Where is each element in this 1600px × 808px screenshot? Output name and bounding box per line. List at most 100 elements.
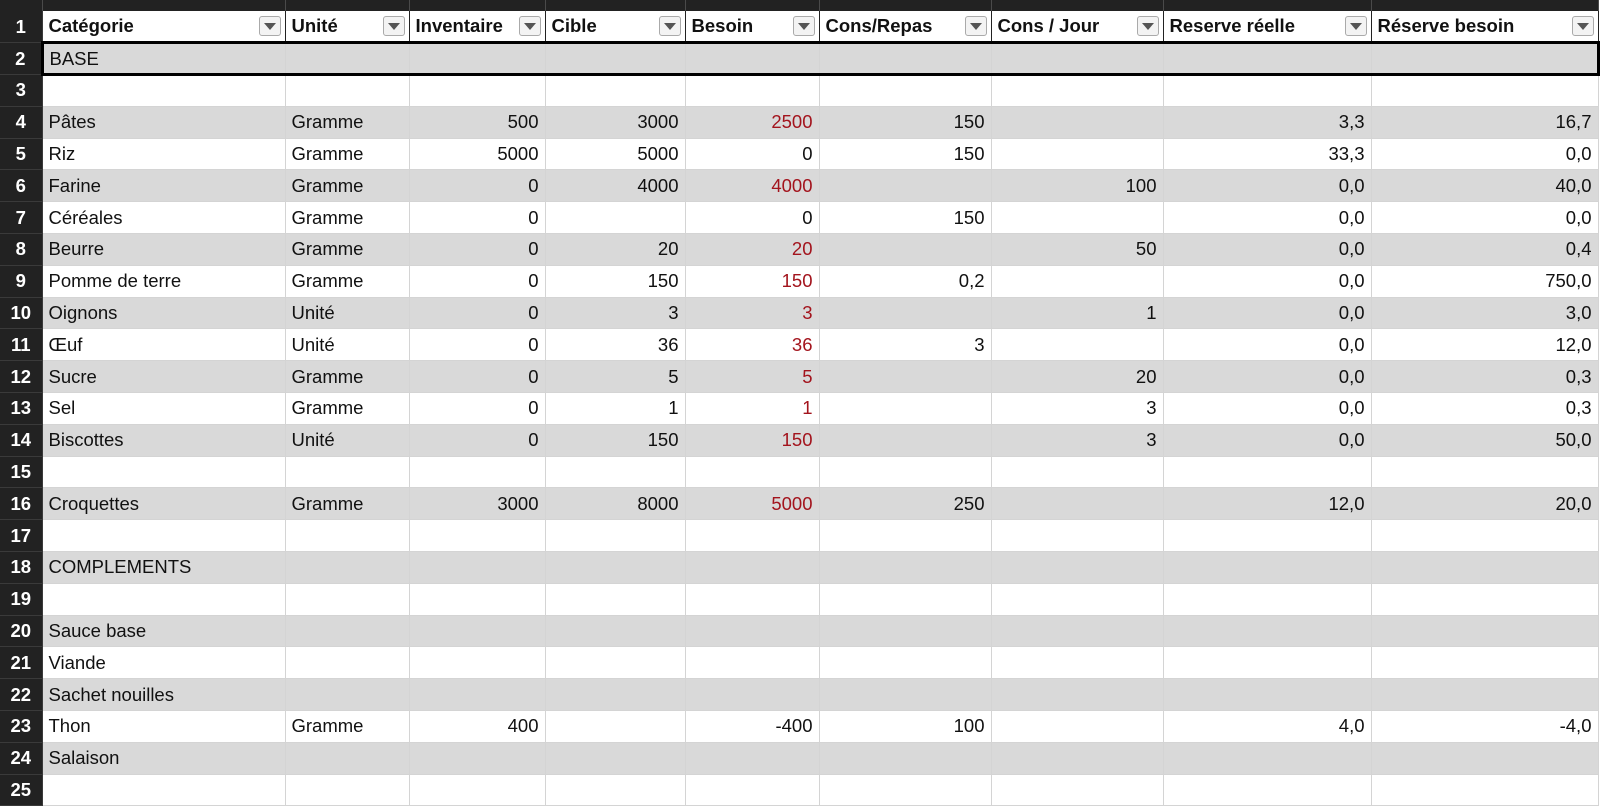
column-letter-cell[interactable]	[1163, 0, 1372, 11]
table-cell[interactable]: Gramme	[285, 138, 410, 171]
table-cell[interactable]: 0,0	[1163, 360, 1372, 394]
table-cell[interactable]	[819, 424, 992, 457]
filter-dropdown-icon[interactable]	[1136, 16, 1159, 36]
table-cell[interactable]: Pâtes	[42, 106, 286, 139]
table-cell[interactable]: COMPLEMENTS	[42, 551, 286, 584]
table-cell[interactable]: 8000	[545, 487, 686, 521]
table-cell[interactable]: 0	[685, 201, 820, 235]
table-cell[interactable]: 0	[409, 360, 546, 394]
table-cell[interactable]: 0,3	[1371, 360, 1599, 394]
table-cell[interactable]: Unité	[285, 297, 410, 330]
table-cell[interactable]	[685, 456, 820, 489]
table-cell[interactable]: 2500	[685, 106, 820, 139]
table-cell[interactable]	[991, 328, 1164, 362]
row-number[interactable]: 17	[0, 519, 43, 553]
table-cell[interactable]: 4000	[685, 169, 820, 203]
table-cell[interactable]	[1163, 456, 1372, 489]
table-cell[interactable]	[285, 615, 410, 648]
table-cell[interactable]: 0,4	[1371, 233, 1599, 266]
table-cell[interactable]	[819, 519, 992, 553]
table-cell[interactable]	[819, 551, 992, 584]
row-number[interactable]: 6	[0, 169, 43, 203]
filter-dropdown-icon[interactable]	[1344, 16, 1367, 36]
table-cell[interactable]	[285, 678, 410, 712]
table-cell[interactable]	[819, 360, 992, 394]
table-cell[interactable]	[819, 646, 992, 680]
table-cell[interactable]	[991, 710, 1164, 743]
table-cell[interactable]	[285, 583, 410, 616]
table-cell[interactable]	[991, 646, 1164, 680]
table-cell[interactable]: Gramme	[285, 265, 410, 298]
table-cell[interactable]	[991, 551, 1164, 584]
table-cell[interactable]: 0	[409, 297, 546, 330]
table-cell[interactable]	[991, 138, 1164, 171]
table-cell[interactable]: 0	[685, 138, 820, 171]
column-letter-cell[interactable]	[0, 0, 43, 11]
table-cell[interactable]: 20	[545, 233, 686, 266]
row-number[interactable]: 12	[0, 360, 43, 394]
table-cell[interactable]: Viande	[42, 646, 286, 680]
row-number[interactable]: 5	[0, 138, 43, 171]
table-cell[interactable]	[685, 583, 820, 616]
table-cell[interactable]	[545, 74, 686, 107]
table-cell[interactable]: 150	[545, 424, 686, 457]
table-cell[interactable]: 0,0	[1163, 392, 1372, 425]
table-cell[interactable]	[1371, 551, 1599, 584]
row-number[interactable]: 7	[0, 201, 43, 235]
table-cell[interactable]: Gramme	[285, 169, 410, 203]
table-cell[interactable]: 16,7	[1371, 106, 1599, 139]
table-cell[interactable]: 5	[685, 360, 820, 394]
table-cell[interactable]	[285, 519, 410, 553]
filter-dropdown-icon[interactable]	[658, 16, 681, 36]
table-cell[interactable]	[1371, 74, 1599, 107]
row-number[interactable]: 2	[0, 42, 43, 76]
table-cell[interactable]	[1371, 456, 1599, 489]
table-cell[interactable]: 1	[685, 392, 820, 425]
filter-dropdown-icon[interactable]	[258, 16, 281, 36]
row-number[interactable]: 4	[0, 106, 43, 139]
table-cell[interactable]	[991, 583, 1164, 616]
table-cell[interactable]	[819, 233, 992, 266]
table-cell[interactable]: 0,0	[1371, 201, 1599, 235]
table-cell[interactable]	[1371, 519, 1599, 553]
table-cell[interactable]	[545, 201, 686, 235]
table-cell[interactable]	[1163, 615, 1372, 648]
table-cell[interactable]: Croquettes	[42, 487, 286, 521]
table-cell[interactable]: Thon	[42, 710, 286, 743]
table-cell[interactable]	[545, 519, 686, 553]
table-cell[interactable]: 150	[819, 106, 992, 139]
table-cell[interactable]: 36	[545, 328, 686, 362]
table-cell[interactable]	[409, 551, 546, 584]
table-cell[interactable]	[819, 583, 992, 616]
column-letter-cell[interactable]	[1371, 0, 1599, 11]
table-cell[interactable]	[1371, 742, 1599, 775]
table-cell[interactable]	[545, 774, 686, 807]
table-cell[interactable]: Pomme de terre	[42, 265, 286, 298]
filter-dropdown-icon[interactable]	[518, 16, 541, 36]
table-cell[interactable]: 0,0	[1163, 328, 1372, 362]
row-number[interactable]: 14	[0, 424, 43, 457]
table-cell[interactable]	[991, 487, 1164, 521]
table-cell[interactable]	[685, 551, 820, 584]
table-cell[interactable]: Gramme	[285, 392, 410, 425]
table-cell[interactable]	[819, 74, 992, 107]
table-cell[interactable]	[545, 41, 686, 77]
table-cell[interactable]: 150	[545, 265, 686, 298]
table-cell[interactable]	[991, 106, 1164, 139]
table-cell[interactable]	[545, 583, 686, 616]
table-cell[interactable]: 3000	[545, 106, 686, 139]
table-cell[interactable]	[409, 615, 546, 648]
table-cell[interactable]	[285, 551, 410, 584]
table-cell[interactable]: 4000	[545, 169, 686, 203]
table-cell[interactable]: Gramme	[285, 201, 410, 235]
column-header[interactable]: Cons/Repas	[819, 11, 992, 44]
table-cell[interactable]: Sachet nouilles	[42, 678, 286, 712]
table-cell[interactable]	[991, 74, 1164, 107]
filter-dropdown-icon[interactable]	[964, 16, 987, 36]
table-cell[interactable]: 36	[685, 328, 820, 362]
table-cell[interactable]: BASE	[40, 41, 286, 77]
column-header[interactable]: Cible	[545, 11, 686, 44]
table-cell[interactable]	[409, 519, 546, 553]
row-number[interactable]: 24	[0, 742, 43, 775]
row-number[interactable]: 18	[0, 551, 43, 584]
